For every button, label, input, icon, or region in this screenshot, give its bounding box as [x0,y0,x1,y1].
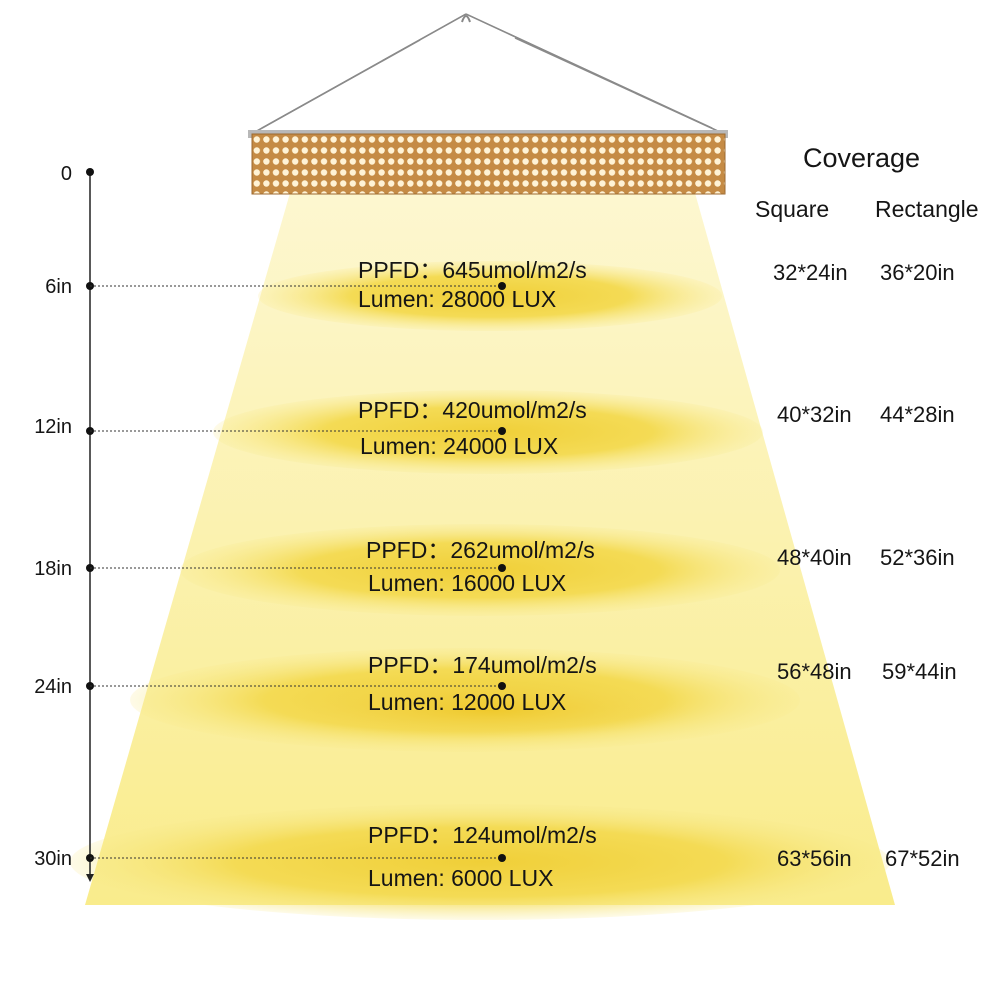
hanging-wires [254,13,721,133]
led-panel [252,134,725,194]
hanger-hook [461,15,471,23]
light-pool-24in-inner [290,682,690,738]
coverage-rectangle-24in: 59*44in [882,659,957,684]
coverage-square-30in: 63*56in [777,846,852,871]
ppfd-12in: PPFD：420umol/m2/s [358,397,587,423]
axis-arrow [86,874,94,882]
tick-18in [86,564,506,572]
light-pool-18in [180,524,780,616]
coverage-rectangle-12in: 44*28in [880,402,955,427]
coverage-rectangle-18in: 52*36in [880,545,955,570]
axis-origin-dot [86,168,94,176]
tick-24in [86,682,506,690]
coverage-title: Coverage [803,143,921,173]
coverage-column-square: Square [755,196,830,222]
light-pool-12in [213,390,763,474]
coverage-rectangle-30in: 67*52in [885,846,960,871]
height-label-24in: 24in [34,676,72,698]
coverage-rectangle-6in: 36*20in [880,260,955,285]
coverage-square-12in: 40*32in [777,402,852,427]
ppfd-6in: PPFD：645umol/m2/s [358,257,587,283]
ppfd-24in: PPFD：174umol/m2/s [368,652,597,678]
ppfd-30in: PPFD：124umol/m2/s [368,822,597,848]
light-pool-6in [258,261,722,331]
light-pool-30in [70,804,890,920]
ppfd-18in: PPFD：262umol/m2/s [366,537,595,563]
coverage-square-18in: 48*40in [777,545,852,570]
lumen-24in: Lumen: 12000 LUX [368,689,567,715]
lumen-30in: Lumen: 6000 LUX [368,865,554,891]
height-label-12in: 12in [34,416,72,438]
lumen-12in: Lumen: 24000 LUX [360,433,559,459]
lumen-18in: Lumen: 16000 LUX [368,570,567,596]
tick-12in [86,427,506,435]
height-label-18in: 18in [34,558,72,580]
height-label-6in: 6in [45,276,72,298]
lumen-6in: Lumen: 28000 LUX [358,286,557,312]
height-label-30in: 30in [34,848,72,870]
coverage-column-rectangle: Rectangle [875,196,979,222]
coverage-square-24in: 56*48in [777,659,852,684]
tick-6in [86,282,506,290]
coverage-square-6in: 32*24in [773,260,848,285]
tick-30in [86,854,506,862]
height-label-0: 0 [60,163,72,185]
